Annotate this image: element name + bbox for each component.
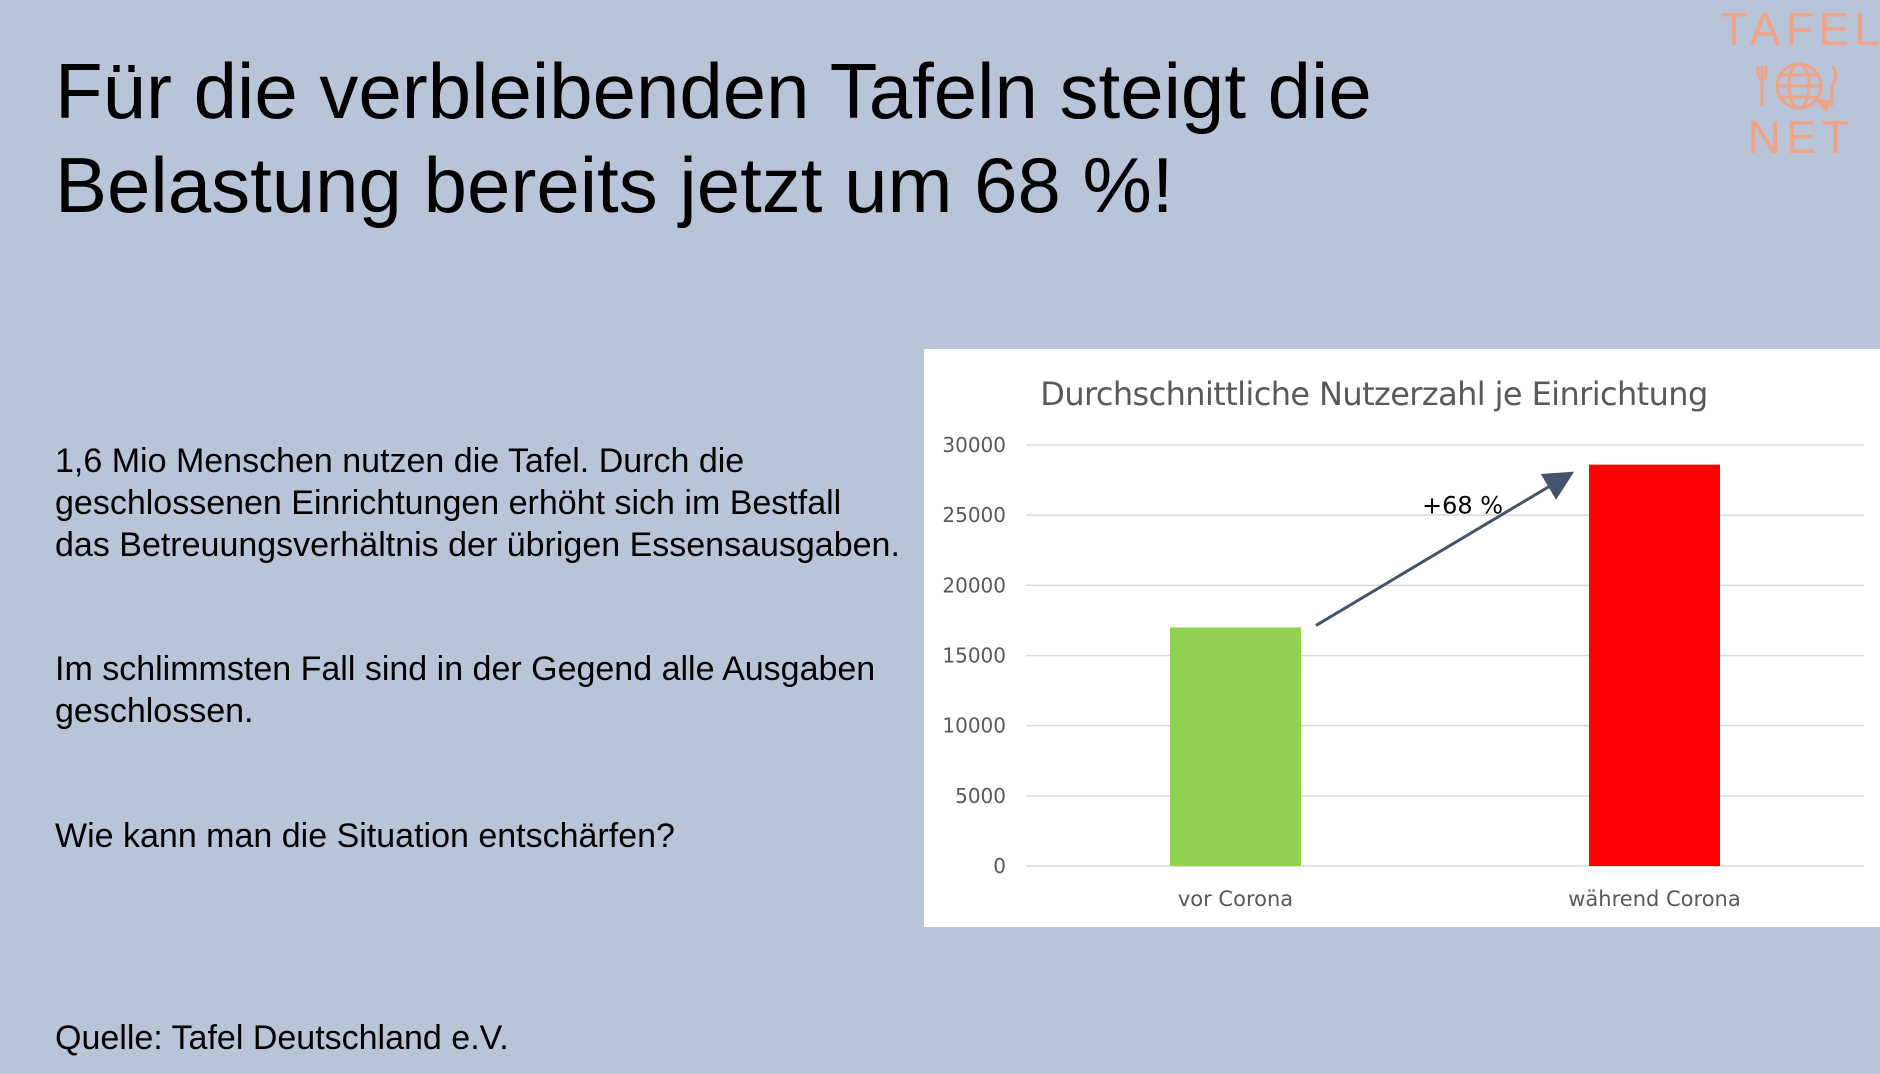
x-tick-label: vor Corona: [1178, 887, 1293, 911]
logo-text-bottom: NET: [1747, 111, 1855, 163]
bar-chart: 0 5000 10000 15000 20000 25000 30000 vor Corona…: [942, 433, 1864, 911]
source-note: Quelle: Tafel Deutschland e.V.: [55, 1019, 509, 1057]
title-line-2: Belastung bereits jetzt um 68 %!: [55, 141, 1174, 229]
bar-2: [1589, 464, 1720, 866]
title-line-1: Für die verbleibenden Tafeln steigt die: [55, 47, 1372, 135]
logo-text-top: TAFEL: [1720, 3, 1880, 55]
y-tick-label: 15000: [942, 644, 1006, 668]
tafelnet-logo: TAFEL NET: [1718, 2, 1880, 163]
x-tick-label: während Corona: [1568, 887, 1740, 911]
chart-title: Durchschnittliche Nutzerzahl je Einricht…: [1040, 375, 1708, 413]
slide-title: Für die verbleibenden Tafeln steigt die …: [55, 44, 1555, 232]
globe-cutlery-icon: [1756, 62, 1838, 114]
y-tick-label: 0: [993, 854, 1006, 878]
y-tick-label: 5000: [955, 784, 1006, 808]
increase-annotation: +68 %: [1422, 492, 1503, 520]
y-tick-label: 10000: [942, 714, 1006, 738]
y-tick-label: 20000: [942, 573, 1006, 597]
y-tick-label: 30000: [942, 433, 1006, 457]
paragraph-users: 1,6 Mio Menschen nutzen die Tafel. Durch…: [55, 442, 900, 564]
y-tick-label: 25000: [942, 503, 1006, 527]
paragraph-worst-case: Im schlimmsten Fall sind in der Gegend a…: [55, 650, 876, 730]
chart-panel: Durchschnittliche Nutzerzahl je Einricht…: [924, 349, 1880, 927]
paragraph-question: Wie kann man die Situation entschärfen?: [55, 817, 675, 855]
increase-arrow: [1315, 471, 1575, 627]
bar-1: [1170, 627, 1301, 866]
